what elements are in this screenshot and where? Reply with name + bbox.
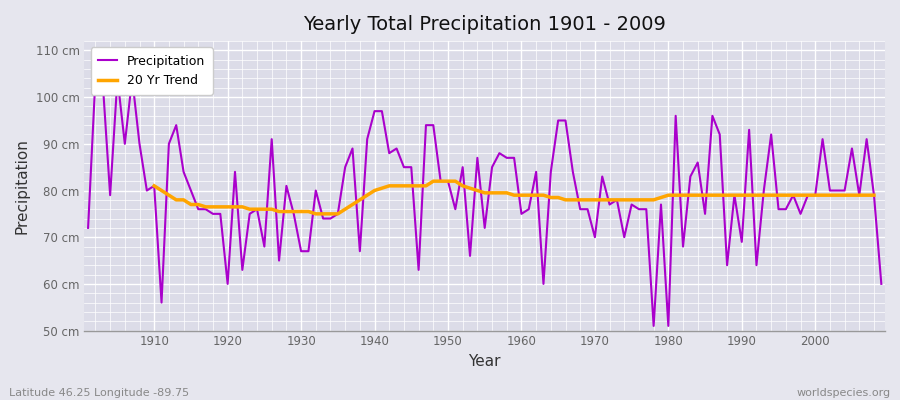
Precipitation	[90, 76, 101, 81]
Title: Yearly Total Precipitation 1901 - 2009: Yearly Total Precipitation 1901 - 2009	[303, 15, 666, 34]
Text: worldspecies.org: worldspecies.org	[796, 388, 891, 398]
20 Yr Trend	[148, 184, 159, 188]
20 Yr Trend	[325, 212, 336, 216]
Y-axis label: Precipitation: Precipitation	[15, 138, 30, 234]
Precipitation	[148, 184, 159, 188]
Precipitation	[310, 188, 321, 193]
20 Yr Trend	[347, 202, 358, 207]
Line: 20 Yr Trend: 20 Yr Trend	[154, 181, 874, 214]
20 Yr Trend	[524, 193, 535, 198]
Precipitation	[516, 212, 526, 216]
Precipitation	[524, 207, 535, 212]
20 Yr Trend	[428, 179, 438, 184]
20 Yr Trend	[729, 193, 740, 198]
Legend: Precipitation, 20 Yr Trend: Precipitation, 20 Yr Trend	[91, 47, 212, 95]
20 Yr Trend	[310, 212, 321, 216]
20 Yr Trend	[868, 193, 879, 198]
20 Yr Trend	[376, 186, 387, 190]
Text: Latitude 46.25 Longitude -89.75: Latitude 46.25 Longitude -89.75	[9, 388, 189, 398]
Precipitation	[83, 226, 94, 230]
Precipitation	[648, 324, 659, 328]
Line: Precipitation: Precipitation	[88, 78, 881, 326]
20 Yr Trend	[545, 195, 556, 200]
Precipitation	[876, 282, 886, 286]
X-axis label: Year: Year	[469, 354, 501, 369]
Precipitation	[611, 198, 622, 202]
Precipitation	[355, 249, 365, 254]
